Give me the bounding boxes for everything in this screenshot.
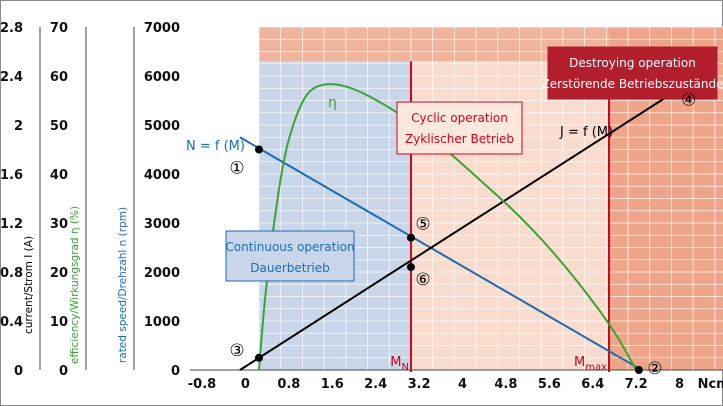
y-axis-title-1: efficiency/Wirkungsgrad η (%) — [69, 206, 81, 364]
x-tick-label: 2.4 — [364, 377, 387, 392]
y-tick-label-0: 1000 — [144, 315, 180, 330]
series-line-1 — [239, 94, 670, 371]
x-tick-label: -0.8 — [188, 377, 216, 392]
series-line-0 — [239, 136, 643, 371]
y-tick-label-2: 0 — [14, 364, 23, 379]
series-line-2 — [257, 83, 638, 371]
point-label-2: ③ — [229, 341, 244, 361]
region-label2-2: Zerstörende Betriebszustände — [542, 77, 723, 91]
y-tick-label-1: 30 — [50, 217, 68, 232]
y-tick-label-1: 20 — [50, 266, 68, 281]
x-tick-label: 4.8 — [494, 377, 517, 392]
region-label2-0: Dauerbetrieb — [250, 261, 330, 275]
y-tick-label-1: 50 — [50, 119, 68, 134]
lines-layer — [239, 61, 673, 374]
marker-sub-1: max — [585, 362, 607, 373]
x-tick-label: 4 — [458, 377, 467, 392]
y-tick-label-1: 40 — [50, 168, 68, 183]
point-label-4: ⑤ — [415, 215, 430, 235]
y-tick-label-2: 0.8 — [0, 266, 23, 281]
point-dot-0 — [254, 145, 263, 154]
series-label-speed: N = f (M) — [186, 139, 245, 154]
x-tick-label: 0 — [241, 377, 250, 392]
y-tick-label-2: 2.4 — [0, 70, 23, 85]
y-tick-label-0: 4000 — [144, 168, 180, 183]
y-axis-title-2: current/Strom I (A) — [23, 236, 35, 334]
x-tick-label: 6.4 — [581, 377, 604, 392]
y-tick-label-0: 7000 — [144, 21, 180, 36]
y-tick-label-0: 5000 — [144, 119, 180, 134]
y-axis-title-0: rated speed/Drehzahl n (rpm) — [117, 207, 129, 363]
point-label-0: ① — [229, 159, 244, 179]
region-label-box-2 — [547, 46, 718, 100]
region-label2-1: Zyklischer Betrieb — [405, 132, 514, 146]
y-tick-label-1: 70 — [50, 21, 68, 36]
y-tick-label-2: 2.8 — [0, 21, 23, 36]
marker-sub-0: N — [401, 362, 408, 373]
y-tick-label-2: 1.6 — [0, 168, 23, 183]
x-axis-unit: Ncm — [698, 377, 723, 392]
region-label-box-1 — [396, 101, 523, 155]
y-tick-label-2: 2 — [14, 119, 23, 134]
series-label-current: J = f (M) — [559, 125, 613, 140]
y-tick-label-1: 10 — [50, 315, 68, 330]
series-label-efficiency: η — [328, 95, 337, 111]
point-dot-1 — [634, 366, 643, 374]
y-tick-label-2: 0.4 — [0, 315, 23, 330]
x-tick-label: 1.6 — [321, 377, 344, 392]
x-tick-label: 5.6 — [538, 377, 561, 392]
y-tick-label-0: 0 — [171, 364, 180, 379]
y-tick-label-0: 6000 — [144, 70, 180, 85]
x-tick-label: 3.2 — [408, 377, 431, 392]
x-tick-label: 0.8 — [277, 377, 300, 392]
point-label-3: ④ — [681, 91, 696, 111]
point-dot-4 — [406, 233, 415, 242]
point-dot-5 — [406, 263, 415, 272]
y-tick-label-1: 0 — [59, 364, 68, 379]
region-label-0: Continuous operation — [225, 240, 354, 254]
y-tick-label-1: 60 — [50, 70, 68, 85]
region-label-2: Destroying operation — [569, 56, 696, 70]
y-tick-label-0: 2000 — [144, 266, 180, 281]
y-tick-label-2: 1.2 — [0, 217, 23, 232]
point-dot-2 — [254, 353, 263, 362]
region-label-box-0 — [225, 230, 355, 282]
region-label-1: Cyclic operation — [411, 111, 508, 125]
point-label-5: ⑥ — [415, 270, 430, 290]
y-tick-label-0: 3000 — [144, 217, 180, 232]
point-label-1: ② — [647, 359, 662, 379]
x-tick-label: 8 — [675, 377, 684, 392]
x-tick-label: 7.2 — [625, 377, 648, 392]
